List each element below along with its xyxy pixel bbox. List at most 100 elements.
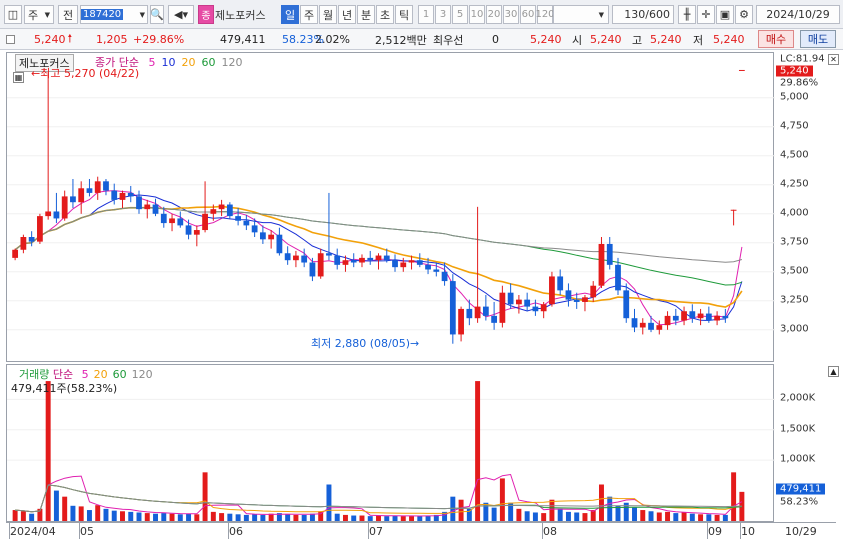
period-button[interactable]: 분 — [357, 5, 375, 24]
minute-button[interactable]: 60 — [520, 5, 536, 24]
candle-body — [334, 255, 341, 265]
volume-bar — [161, 513, 167, 521]
period-button[interactable]: 월 — [319, 5, 337, 24]
volume-bar — [309, 513, 315, 521]
date-tick: 09 — [708, 525, 722, 538]
period-button[interactable]: 초 — [376, 5, 394, 24]
stock-badge: 종 — [198, 5, 214, 24]
volume-bar — [442, 511, 448, 521]
minute-button[interactable]: 10 — [469, 5, 485, 24]
volume-bar — [342, 514, 348, 521]
volume-bar — [615, 505, 621, 521]
volume-ma-line — [15, 473, 743, 517]
volume-bar — [202, 472, 208, 521]
market-select[interactable]: 주 ▼ — [24, 5, 54, 24]
view-button[interactable]: 전 — [58, 5, 78, 24]
candle-body — [458, 308, 464, 335]
high-label: 고 — [632, 33, 643, 47]
candle-body — [615, 264, 621, 291]
candle-body — [631, 318, 638, 328]
volume-bar — [78, 506, 84, 521]
sell-button[interactable]: 매도 — [800, 30, 836, 48]
window-icon[interactable]: ◫ — [4, 5, 22, 24]
volume-bar — [384, 516, 390, 521]
candle-body — [582, 297, 588, 302]
current-price: 5,240 🠕 — [34, 32, 72, 47]
price-tick: 4,000 — [780, 207, 809, 219]
minute-button[interactable]: 5 — [452, 5, 468, 24]
minute-button[interactable]: 30 — [503, 5, 519, 24]
ma-legend-item: 10 — [161, 56, 176, 69]
volume-bar — [20, 511, 26, 521]
volume-tick: 2,000K — [780, 392, 816, 404]
candle-body — [441, 271, 448, 282]
speaker-icon[interactable]: ◀▾ — [168, 5, 194, 24]
save-icon[interactable]: ▣ — [716, 5, 734, 24]
candle-body — [111, 190, 118, 200]
volume-bar — [565, 511, 571, 521]
volume-bar — [574, 512, 580, 521]
close-pane-icon[interactable]: ✕ — [828, 54, 839, 65]
volume-bar — [29, 513, 35, 521]
priority-label: 최우선 — [433, 33, 464, 47]
count-field[interactable]: 130/600 — [612, 5, 674, 24]
minute-button[interactable]: 1 — [418, 5, 434, 24]
date-tick-mark — [228, 523, 229, 539]
candle-body — [70, 196, 76, 203]
volume-bar — [532, 512, 538, 521]
price-pane-title[interactable]: 제노포커스 — [15, 54, 74, 72]
buy-button[interactable]: 매수 — [758, 30, 794, 48]
candle-body — [689, 311, 696, 319]
minute-input[interactable]: ▼ — [553, 5, 609, 24]
count-total: /600 — [645, 8, 670, 21]
grid-icon[interactable]: ▦ — [13, 72, 24, 83]
volume-bar — [326, 484, 332, 521]
date-field[interactable]: 2024/10/29 — [756, 5, 840, 24]
candle-icon[interactable]: ╫ — [678, 5, 696, 24]
candle-body — [524, 299, 531, 307]
price-tick: 3,500 — [780, 265, 809, 277]
minute-button[interactable]: 20 — [486, 5, 502, 24]
volume-chart — [7, 381, 775, 521]
candle-body — [705, 313, 712, 321]
minute-button[interactable]: 3 — [435, 5, 451, 24]
candle-body — [20, 237, 27, 250]
volume-tick: 1,000K — [780, 453, 816, 465]
volume-pane[interactable]: 거래량 단순 5 20 60 120 479,411주(58.23%) — [6, 364, 775, 522]
volume-tick: 1,500K — [780, 423, 816, 435]
candle-body — [284, 253, 291, 261]
period-button[interactable]: 틱 — [395, 5, 413, 24]
cross-icon[interactable]: ✛ — [697, 5, 715, 24]
expand-pane-icon[interactable]: ▲ — [828, 366, 839, 377]
volume-bar — [499, 478, 505, 521]
search-icon[interactable]: 🔍 — [150, 5, 164, 24]
right-arrow-icon: → — [410, 337, 420, 350]
minute-button[interactable]: 120 — [535, 5, 555, 24]
volume-bar — [276, 513, 282, 521]
period-button[interactable]: 일 — [281, 5, 299, 24]
checkbox[interactable] — [6, 32, 16, 47]
volume-bar — [260, 514, 266, 521]
volume-bar — [136, 512, 142, 521]
volume-bar — [433, 514, 439, 521]
volume-info: 479,411주(58.23%) — [11, 382, 118, 395]
candle-body — [119, 192, 126, 200]
volume-bar — [144, 513, 150, 521]
gear-icon[interactable]: ⚙ — [735, 5, 753, 24]
volume-bar — [483, 502, 489, 521]
candle-body — [210, 209, 217, 214]
candle-body — [359, 257, 365, 263]
period-button[interactable]: 년 — [338, 5, 356, 24]
up-arrow-icon: 🠕 — [67, 32, 73, 45]
date-tick: 08 — [543, 525, 557, 538]
candle-body — [392, 260, 398, 268]
candle-body — [45, 211, 52, 217]
code-input[interactable]: 187420 ▼ — [80, 5, 148, 24]
period-button[interactable]: 주 — [300, 5, 318, 24]
candle-body — [226, 204, 233, 217]
candle-body — [276, 234, 283, 254]
candle-body — [738, 69, 745, 71]
candle-body — [12, 249, 19, 258]
price-pane[interactable]: 제노포커스 종가 단순 5 10 20 60 120 ▦ ←최고 5,270 (04/2… — [6, 52, 775, 362]
